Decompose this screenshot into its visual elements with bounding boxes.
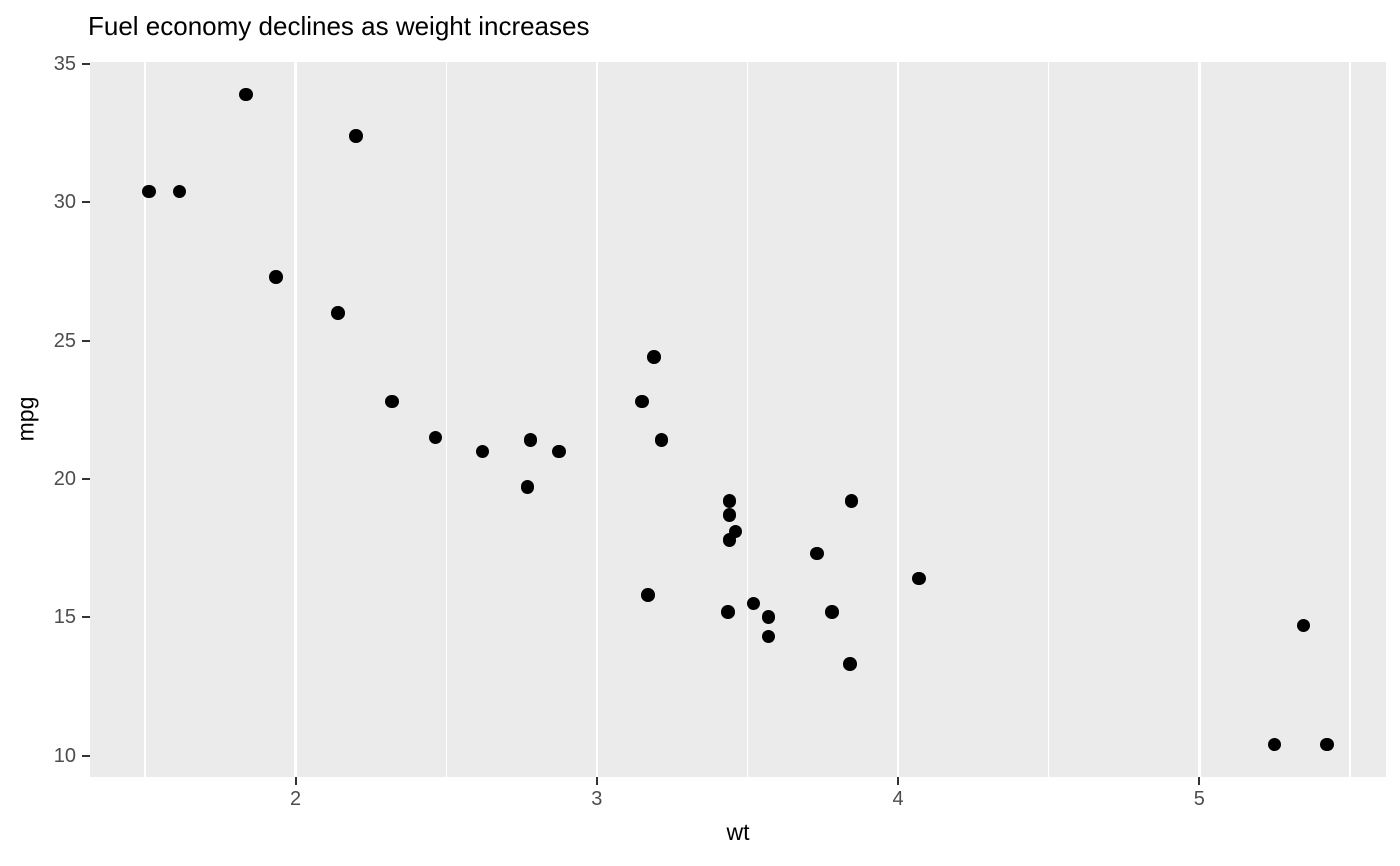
data-point [722,533,737,547]
data-point [172,184,187,199]
y-tick-mark [82,339,90,342]
data-point [475,444,490,459]
x-minor-gridline [445,62,447,777]
data-point [1267,737,1282,752]
data-point [721,604,735,619]
x-minor-gridline [1349,62,1351,777]
y-tick-label: 20 [53,467,76,490]
x-minor-gridline [1048,62,1050,777]
x-tick-label: 4 [892,788,904,810]
x-minor-gridline [144,62,146,777]
y-tick-label: 10 [53,744,76,767]
data-point [746,596,761,611]
data-point [1320,737,1334,752]
data-point [722,494,737,508]
data-point [825,604,839,619]
y-tick-mark [82,477,90,480]
data-point [385,394,399,409]
x-major-gridline [896,62,900,777]
chart-title: Fuel economy declines as weight increase… [88,11,590,41]
x-major-gridline [595,62,599,777]
data-point [647,350,661,365]
x-axis-title: wt [726,819,750,845]
y-tick-mark [82,63,90,66]
data-point [761,629,776,644]
data-point [330,306,345,320]
x-tick-mark [1198,777,1201,785]
data-point [641,588,655,602]
x-tick-mark [595,777,598,785]
data-point [552,444,566,459]
plot-panel [90,62,1386,777]
y-tick-mark [82,616,90,619]
data-point [520,480,535,495]
x-tick-label: 2 [290,788,302,810]
y-tick-label: 35 [53,53,76,76]
data-point [844,494,859,508]
data-point [761,610,776,625]
data-point [635,394,649,409]
data-point [654,433,669,448]
data-point [142,184,156,199]
data-point [523,433,538,448]
data-point [428,430,443,445]
y-tick-label: 30 [53,191,76,214]
data-point [843,657,857,672]
data-point [912,571,926,586]
data-point [1296,618,1311,633]
y-tick-mark [82,201,90,204]
data-point [269,270,283,284]
y-tick-label: 15 [53,606,76,629]
y-tick-mark [82,754,90,757]
x-tick-mark [897,777,900,785]
data-point [239,87,253,102]
y-tick-label: 25 [53,329,76,352]
x-minor-gridline [746,62,749,777]
x-major-gridline [294,62,297,777]
x-tick-label: 5 [1193,788,1205,810]
x-major-gridline [1198,62,1201,777]
data-point [809,546,824,561]
data-point [349,129,363,143]
x-tick-mark [294,777,297,785]
data-point [722,508,737,522]
x-tick-label: 3 [591,788,603,810]
